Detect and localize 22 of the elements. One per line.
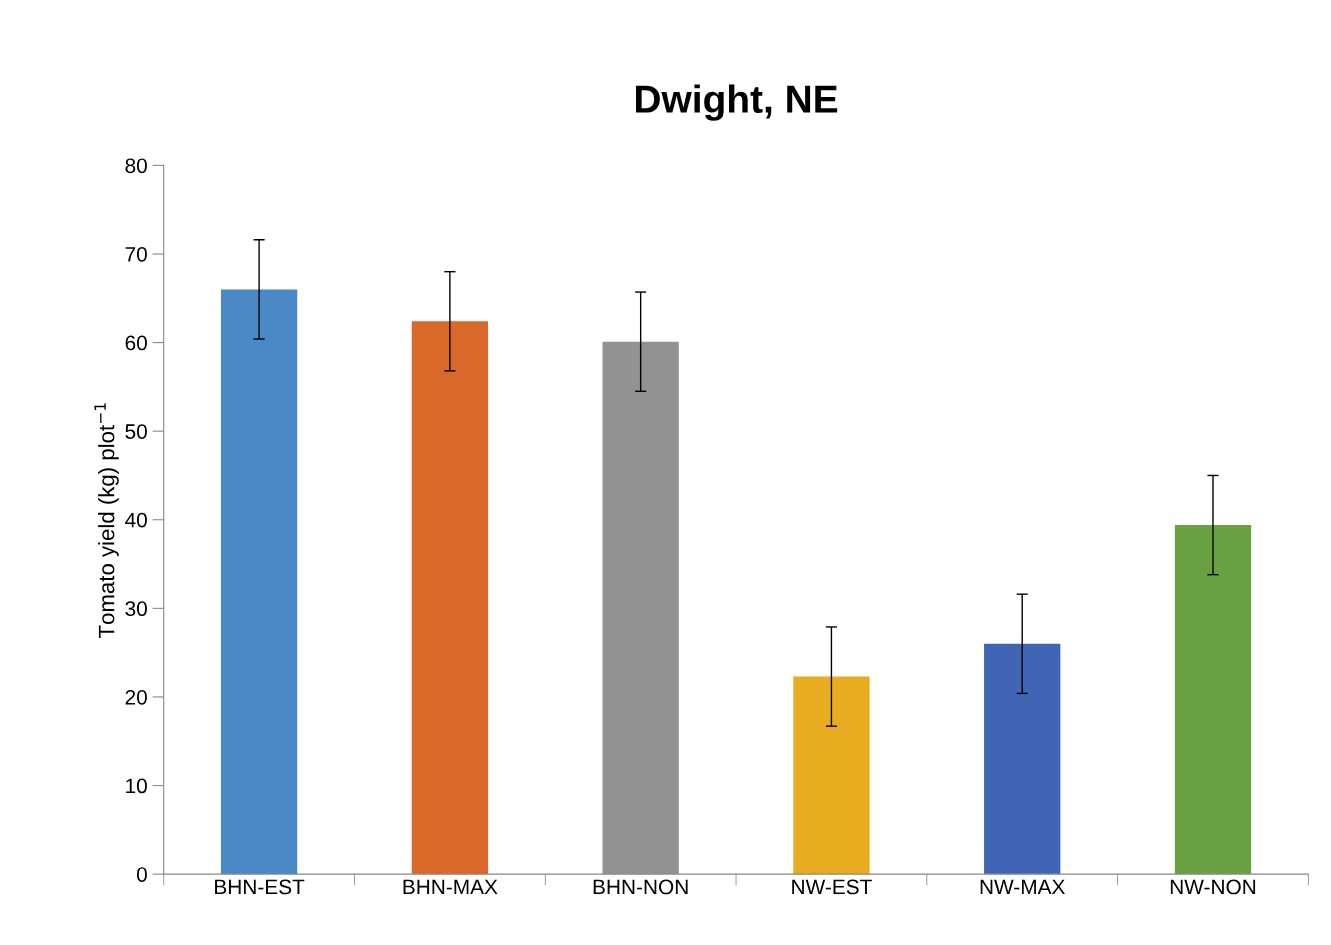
y-axis-title: Tomato yield (kg) plot$^{−1}$ [94,403,119,639]
y-tick-label: 80 [125,158,147,174]
x-tick-label: BHN-MAX [403,879,498,895]
y-tick-label: 10 [126,778,147,794]
y-tick-label: 50 [125,424,147,439]
x-tick-label: BHN-NON [593,879,688,895]
x-tick-label: NW-EST [792,879,872,895]
bar [220,289,298,875]
bar [1174,525,1252,875]
y-tick-label: 40 [125,512,147,528]
bar [984,643,1061,875]
y-tick-label: 70 [125,246,147,262]
x-tick-label: NW-NON [1170,879,1256,895]
y-tick-label: 60 [125,335,147,351]
y-tick-label: 30 [125,601,147,617]
chart-title: Dwight, NE [636,84,838,121]
y-tick-label: 20 [125,689,147,705]
bar [793,676,870,875]
bar [411,321,489,875]
y-tick-label: 0 [136,867,147,882]
x-tick-label: NW-MAX [980,879,1065,895]
x-tick-label: BHN-EST [215,879,305,895]
